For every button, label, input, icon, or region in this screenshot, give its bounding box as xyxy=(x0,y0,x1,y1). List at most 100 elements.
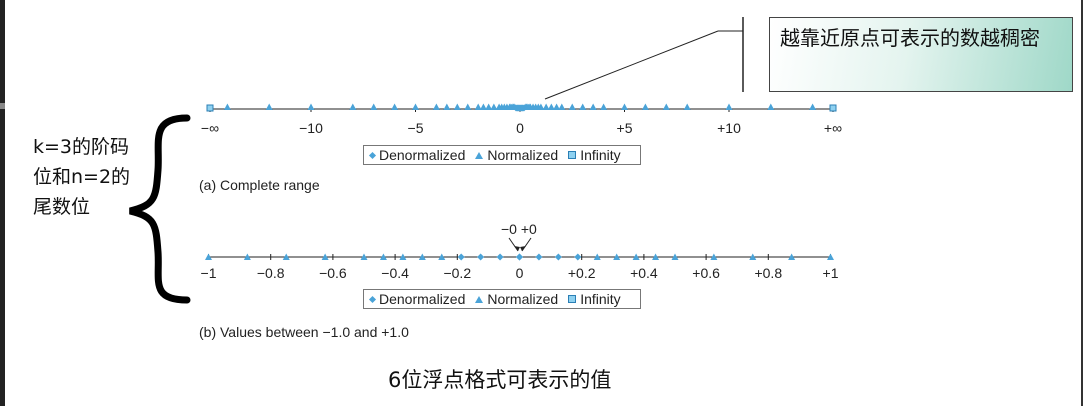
tick-label-b: −0.6 xyxy=(319,265,347,281)
legend-item-denormalized: Denormalized xyxy=(368,291,466,307)
normalized-point xyxy=(537,103,545,110)
normalized-point xyxy=(223,103,231,110)
normalized-point xyxy=(553,103,561,110)
normalized-point xyxy=(725,103,733,110)
normalized-point xyxy=(632,253,640,260)
normalized-point xyxy=(542,103,550,110)
normalized-point xyxy=(710,253,718,260)
denormalized-point xyxy=(516,253,523,261)
tick-label-b: +0.8 xyxy=(754,265,782,281)
normalized-point xyxy=(809,103,817,110)
square-icon xyxy=(568,151,577,159)
legend-label: Infinity xyxy=(580,147,621,163)
normalized-point xyxy=(349,103,357,110)
legend-label: Normalized xyxy=(487,291,559,307)
minus-zero-arrowhead xyxy=(514,246,520,251)
tick-label-b: +0.2 xyxy=(568,265,596,281)
normalized-point xyxy=(474,103,482,110)
tick-label-b: −0.2 xyxy=(443,265,471,281)
normalized-point xyxy=(671,253,679,260)
normalized-point xyxy=(265,103,273,110)
normalized-point xyxy=(613,253,621,260)
denormalized-point xyxy=(535,253,543,261)
legend-item-infinity: Infinity xyxy=(568,291,621,307)
normalized-point xyxy=(568,103,576,110)
normalized-point xyxy=(485,103,493,110)
tick-label-b: −1 xyxy=(201,265,217,281)
normalized-point xyxy=(641,103,649,110)
normalized-point xyxy=(432,103,440,110)
tick-label-b: 0 xyxy=(516,265,524,281)
zero-annotation: −0 +0 xyxy=(501,221,537,237)
figure-caption: 6位浮点格式可表示的值 xyxy=(388,368,612,392)
normalized-point xyxy=(438,253,446,260)
normalized-point xyxy=(453,103,461,110)
tick-group-b: −1 −0.8 −0.6 −0.4 −0.2 0 +0.2 +0.4 +0.6 +0.8 +1 xyxy=(201,254,839,281)
normalized-point xyxy=(827,253,834,260)
legend-label: Normalized xyxy=(487,147,559,163)
right-window-edge xyxy=(1081,0,1083,406)
tick-label-a: −5 xyxy=(408,120,424,136)
density-callout: 越靠近原点可表示的数越稠密 xyxy=(769,17,1073,92)
normalized-point xyxy=(749,253,757,260)
tick-label-b: +1 xyxy=(823,265,839,281)
tick-label-a: +5 xyxy=(617,120,633,136)
normalized-point xyxy=(579,103,587,110)
normalized-point xyxy=(547,103,555,110)
callout-pointer-line xyxy=(544,30,719,100)
normalized-point xyxy=(662,103,670,110)
tick-label-b: −0.4 xyxy=(381,265,409,281)
normalized-point xyxy=(479,103,487,110)
left-edge-marker xyxy=(0,103,5,109)
normalized-point xyxy=(652,253,660,260)
mark-group-b xyxy=(205,253,834,261)
infinity-point xyxy=(206,104,214,112)
normalized-point xyxy=(321,253,329,260)
infinity-point xyxy=(829,104,837,112)
subfigure-label-a: (a) Complete range xyxy=(199,177,320,193)
legend-item-denormalized: Denormalized xyxy=(368,147,466,163)
normalized-point xyxy=(767,103,775,110)
normalized-point xyxy=(600,103,608,110)
tick-label-a: −10 xyxy=(299,120,323,136)
legend-item-normalized: Normalized xyxy=(475,147,558,163)
normalized-point xyxy=(379,253,387,260)
triangle-icon xyxy=(475,151,484,159)
tick-label-b: −0.8 xyxy=(257,265,285,281)
normalized-point xyxy=(307,103,315,110)
denormalized-point xyxy=(457,253,465,261)
triangle-icon xyxy=(475,295,484,303)
format-description-label: k=3的阶码位和n=2的尾数位 xyxy=(33,136,131,218)
normalized-point xyxy=(443,103,451,110)
tick-label-a: −∞ xyxy=(201,120,219,136)
tick-label-b: +0.6 xyxy=(692,265,720,281)
denormalized-point xyxy=(477,253,485,261)
legend-item-infinity: Infinity xyxy=(568,147,621,163)
diamond-icon xyxy=(368,295,377,303)
subfigure-label-b: (b) Values between −1.0 and +1.0 xyxy=(199,324,409,340)
normalized-point xyxy=(360,253,368,260)
legend-label: Infinity xyxy=(580,291,621,307)
normalized-point xyxy=(558,103,566,110)
normalized-point xyxy=(683,103,691,110)
tick-label-b: +0.4 xyxy=(630,265,658,281)
denormalized-point xyxy=(496,253,504,261)
plus-zero-arrowhead xyxy=(520,246,526,251)
legend-label: Denormalized xyxy=(379,291,466,307)
normalized-point xyxy=(511,103,519,110)
normalized-point xyxy=(412,103,419,110)
normalized-point xyxy=(490,103,498,110)
normalized-point xyxy=(418,253,426,260)
normalized-point xyxy=(282,253,290,260)
legend-b: Denormalized Normalized Infinity xyxy=(363,289,641,309)
legend-label: Denormalized xyxy=(379,147,466,163)
normalized-point xyxy=(205,253,212,260)
normalized-point xyxy=(593,253,601,260)
normalized-point xyxy=(399,253,407,260)
tick-label-a: +10 xyxy=(717,120,741,136)
normalized-point xyxy=(243,253,251,260)
diamond-icon xyxy=(368,151,377,159)
normalized-point xyxy=(370,103,378,110)
left-window-edge xyxy=(0,0,5,406)
